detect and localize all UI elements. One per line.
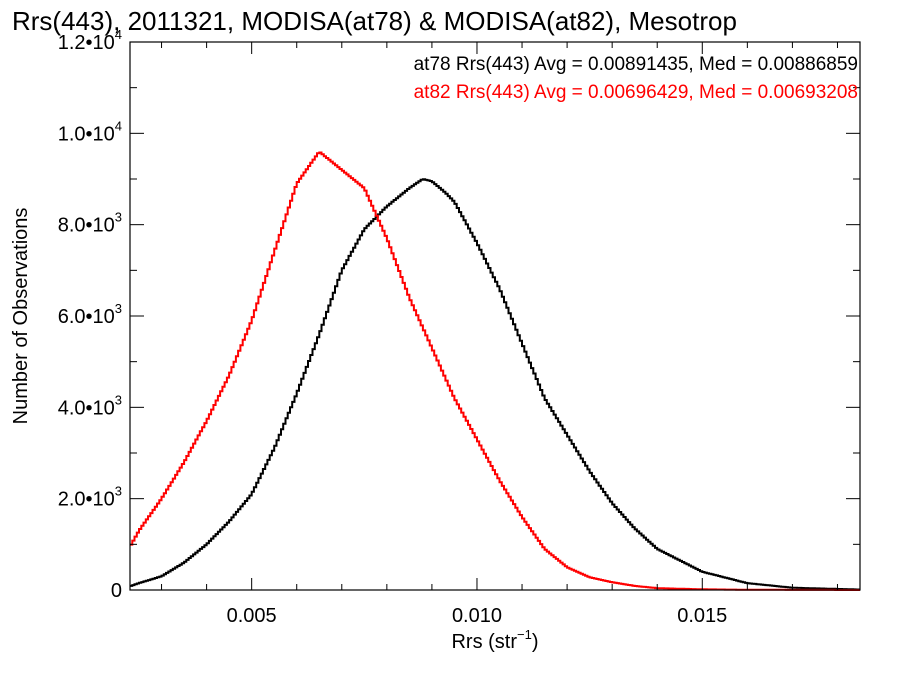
chart-title: Rrs(443), 2011321, MODISA(at78) & MODISA… <box>12 6 737 36</box>
y-tick-label: 0 <box>111 580 122 602</box>
y-tick-label: 1.2•104 <box>58 27 122 54</box>
x-axis-label-end: ) <box>532 631 539 653</box>
x-axis-label: Rrs (str−1) <box>451 627 538 653</box>
y-axis-label: Number of Observations <box>10 208 32 425</box>
y-tick-label: 8.0•103 <box>58 210 122 237</box>
y-tick-label: 4.0•103 <box>58 392 122 419</box>
series-layer <box>130 151 860 591</box>
ticks-layer: 0.005 0.010 0.015 0 2.0•103 4.0•103 6.0•103 8.0… <box>58 27 860 627</box>
x-axis-label-main: Rrs (str <box>451 631 517 653</box>
y-tick-label: 6.0•103 <box>58 301 122 328</box>
x-tick-label: 0.010 <box>452 605 502 627</box>
legend: at78 Rrs(443) Avg = 0.00891435, Med = 0.… <box>414 54 858 103</box>
series-at78-line <box>130 178 860 591</box>
plot-area: 0.005 0.010 0.015 0 2.0•103 4.0•103 6.0•103 8.0… <box>58 27 861 627</box>
x-tick-label: 0.015 <box>677 605 727 627</box>
x-tick-label: 0.005 <box>227 605 277 627</box>
series-at82-line <box>130 151 860 591</box>
legend-entry-at78: at78 Rrs(443) Avg = 0.00891435, Med = 0.… <box>414 54 858 75</box>
legend-entry-at82: at82 Rrs(443) Avg = 0.00696429, Med = 0.… <box>414 82 858 103</box>
y-tick-label: 2.0•103 <box>58 484 122 511</box>
y-tick-label: 1.0•104 <box>58 118 122 145</box>
x-axis-label-sup: −1 <box>517 627 532 642</box>
